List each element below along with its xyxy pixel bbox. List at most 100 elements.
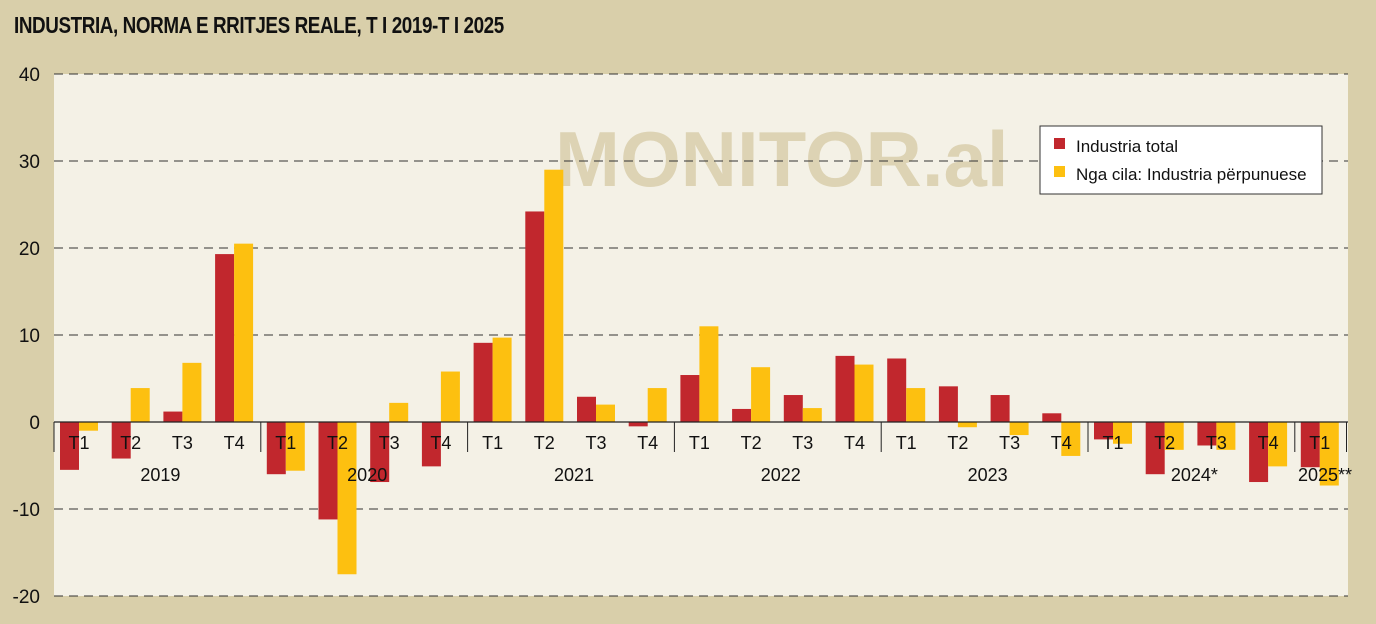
quarter-label: T2 xyxy=(120,433,141,453)
bar-industria-perpunuese xyxy=(957,422,977,428)
bar-industria-total xyxy=(111,422,131,459)
bar-industria-total xyxy=(163,411,183,422)
bar-industria-perpunuese xyxy=(285,422,305,471)
quarter-label: T3 xyxy=(379,433,400,453)
bar-industria-perpunuese xyxy=(234,243,254,422)
y-tick-label: 0 xyxy=(29,413,40,434)
bar-industria-perpunuese xyxy=(1061,422,1081,456)
bar-industria-total xyxy=(628,422,648,427)
bar-industria-perpunuese xyxy=(389,402,409,422)
bar-industria-perpunuese xyxy=(544,169,564,422)
quarter-label: T4 xyxy=(430,433,451,453)
year-label: 2022 xyxy=(761,465,801,485)
bar-industria-perpunuese xyxy=(1164,422,1184,450)
bar-industria-total xyxy=(1145,422,1165,475)
bar-industria-perpunuese xyxy=(1009,422,1029,436)
bar-industria-total xyxy=(835,355,855,422)
y-tick-label: -10 xyxy=(13,500,40,521)
bar-industria-total xyxy=(887,358,907,422)
quarter-label: T1 xyxy=(482,433,503,453)
quarter-label: T2 xyxy=(534,433,555,453)
quarter-label: T4 xyxy=(224,433,245,453)
bar-industria-total xyxy=(783,395,803,422)
bar-industria-total xyxy=(990,395,1010,422)
bar-industria-total xyxy=(1300,422,1320,468)
bar-industria-total xyxy=(680,375,700,422)
legend: Industria total Nga cila: Industria përp… xyxy=(1039,125,1323,195)
bars xyxy=(60,169,1339,575)
x-axis: T1 T2 T3 T4 2019 T1 T2 T3 T4 2020 T1 T2 T3 T4 2021 T1 T2… xyxy=(53,421,1352,485)
bar-industria-perpunuese xyxy=(1216,422,1236,450)
bar-industria-perpunuese xyxy=(596,404,615,422)
bar-industria-perpunuese xyxy=(906,388,926,422)
bar-industria-perpunuese xyxy=(802,408,822,422)
bar-industria-perpunuese xyxy=(492,337,512,422)
quarter-label: T2 xyxy=(327,433,348,453)
bar-industria-perpunuese xyxy=(182,362,202,422)
quarter-label: T3 xyxy=(1206,433,1227,453)
bar-industria-perpunuese xyxy=(699,326,719,422)
bar-industria-total xyxy=(1197,422,1217,446)
bar-industria-total xyxy=(473,342,493,422)
bar-industria-total xyxy=(938,386,958,422)
quarter-label: T3 xyxy=(792,433,813,453)
bar-industria-perpunuese xyxy=(1113,422,1132,444)
quarter-label: T4 xyxy=(1258,433,1279,453)
bar-industria-perpunuese xyxy=(751,367,771,422)
quarter-label: T1 xyxy=(275,433,296,453)
bar-industria-total xyxy=(266,422,286,475)
quarter-label: T2 xyxy=(947,433,968,453)
quarter-label: T2 xyxy=(741,433,762,453)
quarter-label: T4 xyxy=(637,433,658,453)
year-label: 2021 xyxy=(554,465,594,485)
legend-swatch-industria-total xyxy=(1054,138,1065,149)
bar-industria-total xyxy=(215,254,235,422)
y-axis: -20 -10 0 10 20 30 40 xyxy=(13,65,40,608)
quarter-label: T4 xyxy=(1051,433,1072,453)
quarter-label: T2 xyxy=(1154,433,1175,453)
year-label: 2024* xyxy=(1171,465,1218,485)
bar-industria-perpunuese xyxy=(79,422,98,431)
quarter-label: T1 xyxy=(68,433,89,453)
bar-industria-total xyxy=(1042,413,1062,422)
bar-industria-total xyxy=(1094,422,1113,440)
quarter-label: T4 xyxy=(844,433,865,453)
bar-industria-total xyxy=(318,422,338,520)
bar-industria-total xyxy=(370,422,390,483)
year-label: 2023 xyxy=(968,465,1008,485)
legend-label-industria-total: Industria total xyxy=(1076,137,1178,156)
y-tick-label: 40 xyxy=(19,65,40,86)
bar-industria-total xyxy=(525,211,545,422)
bar-industria-total xyxy=(732,408,752,422)
year-label: 2019 xyxy=(140,465,180,485)
quarter-label: T1 xyxy=(1309,433,1330,453)
watermark-text: MONITOR.al xyxy=(555,115,1009,203)
quarter-label: T1 xyxy=(896,433,917,453)
legend-box xyxy=(1039,125,1323,195)
legend-label-industria-perpunuese: Nga cila: Industria përpunuese xyxy=(1076,165,1307,184)
year-label: 2020 xyxy=(347,465,387,485)
year-label: 2025** xyxy=(1298,465,1352,485)
bar-industria-total xyxy=(1249,422,1269,483)
y-tick-label: 30 xyxy=(19,152,40,173)
bar-industria-perpunuese xyxy=(440,371,460,422)
quarter-label: T1 xyxy=(1102,433,1123,453)
bar-industria-total xyxy=(421,422,441,467)
bar-industria-perpunuese xyxy=(647,388,667,422)
quarter-label: T3 xyxy=(172,433,193,453)
bar-industria-perpunuese xyxy=(1319,422,1339,486)
quarter-label: T3 xyxy=(999,433,1020,453)
legend-swatch-industria-perpunuese xyxy=(1054,166,1065,177)
quarter-label: T3 xyxy=(585,433,606,453)
bar-industria-total xyxy=(577,396,596,422)
quarter-label: T1 xyxy=(689,433,710,453)
bar-industria-perpunuese xyxy=(337,422,357,575)
y-tick-label: 10 xyxy=(19,326,40,347)
chart-title: INDUSTRIA, NORMA E RRITJES REALE, T I 20… xyxy=(14,12,504,38)
bar-industria-perpunuese xyxy=(130,388,150,422)
bar-industria-perpunuese xyxy=(854,364,874,422)
y-tick-label: 20 xyxy=(19,239,40,260)
y-tick-label: -20 xyxy=(13,587,40,608)
bar-industria-perpunuese xyxy=(1268,422,1288,467)
